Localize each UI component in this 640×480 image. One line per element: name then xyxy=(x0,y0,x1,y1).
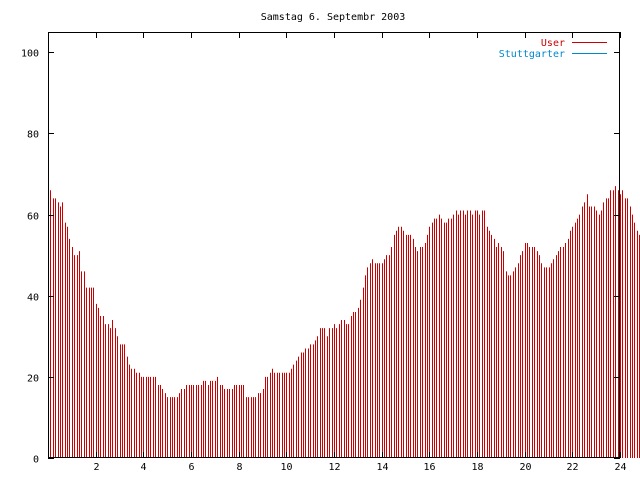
x-axis: 2 4 6 8 10 12 14 16 18 20 22 24 xyxy=(93,32,627,473)
x-tick-label: 16 xyxy=(423,462,435,473)
y-tick-label: 20 xyxy=(27,374,39,385)
user-series-bars xyxy=(48,182,640,458)
x-tick-label: 12 xyxy=(328,462,340,473)
chart-title: Samstag 6. Septembr 2003 xyxy=(261,12,406,23)
x-tick-label: 22 xyxy=(566,462,578,473)
x-tick-label: 10 xyxy=(280,462,292,473)
x-tick-label: 18 xyxy=(471,462,483,473)
x-tick-label: 24 xyxy=(614,462,626,473)
y-tick-label: 100 xyxy=(21,49,39,60)
x-tick-label: 20 xyxy=(519,462,531,473)
x-tick-label: 8 xyxy=(236,462,242,473)
legend-label: User xyxy=(541,38,565,49)
legend-label: Stuttgarter xyxy=(499,49,565,60)
y-tick-label: 40 xyxy=(27,293,39,304)
x-tick-label: 4 xyxy=(140,462,146,473)
y-axis: 0 20 40 60 80 100 xyxy=(21,49,620,466)
y-tick-label: 0 xyxy=(33,455,39,466)
x-tick-label: 6 xyxy=(188,462,194,473)
y-tick-label: 80 xyxy=(27,130,39,141)
y-tick-label: 60 xyxy=(27,212,39,223)
x-tick-label: 2 xyxy=(93,462,99,473)
x-tick-label: 14 xyxy=(376,462,388,473)
